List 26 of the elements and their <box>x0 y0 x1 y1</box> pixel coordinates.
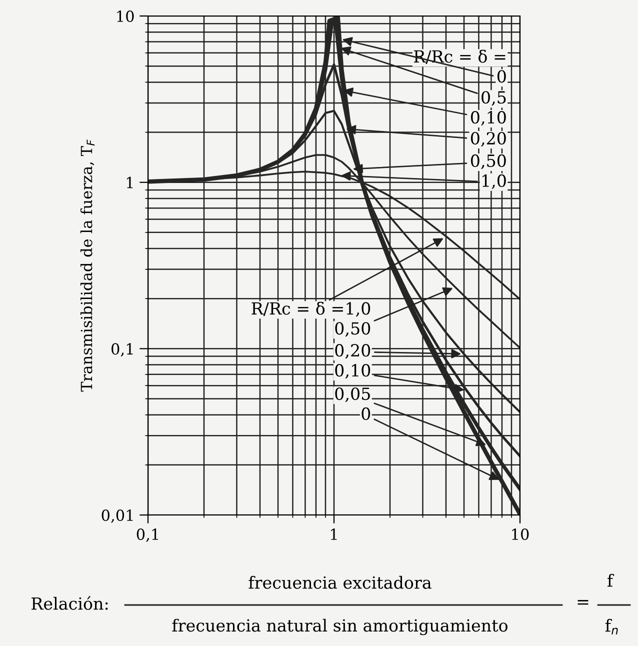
text: frecuencia natural sin amortiguamiento <box>172 618 508 636</box>
annotation: 0,50 <box>470 154 506 170</box>
text: f <box>608 574 614 587</box>
text: f$_{n}$ <box>605 618 618 634</box>
annotation: R/Rc = δ =1,0 <box>252 302 370 317</box>
text: frecuencia excitadora <box>248 576 432 589</box>
annotation: 0 <box>497 70 506 83</box>
annotation: 0,50 <box>335 322 370 337</box>
x-tick-label: 0,1 <box>136 528 158 542</box>
y-tick-label: 10 <box>117 10 134 22</box>
annotation: 1,0 <box>482 174 506 190</box>
annotation: 0,05 <box>335 387 370 402</box>
y-tick-label: 0,01 <box>102 509 133 523</box>
annotation: 0,10 <box>470 111 506 126</box>
annotation: 0,20 <box>470 132 506 147</box>
x-tick-label: 1 <box>331 528 337 540</box>
x-tick-label: 10 <box>512 528 529 540</box>
annotation: 0,20 <box>335 344 370 359</box>
y-tick-label: 0,1 <box>112 343 133 357</box>
text: = <box>578 600 588 605</box>
y-tick-label: 1 <box>126 176 133 188</box>
text: Relación: <box>32 596 108 610</box>
annotation: 0 <box>362 407 370 420</box>
annotation: 0,5 <box>482 91 506 106</box>
y-axis-title: Transmisibilidad de la fuerza, T$_{F}$ <box>80 140 95 392</box>
annotation: 0,10 <box>335 364 370 379</box>
